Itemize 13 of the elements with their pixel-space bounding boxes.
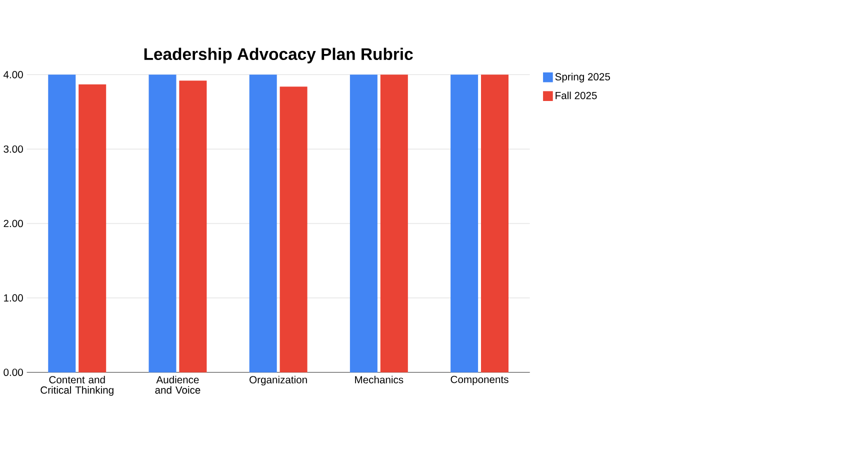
x-tick-label: Audience and Voice <box>155 376 200 394</box>
y-tick-label: 4.00 <box>4 71 23 79</box>
y-tick-label: 0.00 <box>4 368 23 376</box>
y-tick-label: 2.00 <box>4 220 23 228</box>
x-tick-label: Mechanics <box>355 376 404 384</box>
chart-title: Leadership Advocacy Plan Rubric <box>144 48 413 64</box>
x-tick-label: Content and Critical Thinking <box>40 376 114 396</box>
legend-label: Fall 2025 <box>556 92 597 100</box>
x-tick-label: Components <box>450 376 508 386</box>
y-tick-label: 3.00 <box>4 146 23 153</box>
y-tick-label: 1.00 <box>4 294 23 302</box>
x-tick-label: Organization <box>250 376 307 386</box>
legend-label: Spring 2025 <box>555 73 610 83</box>
